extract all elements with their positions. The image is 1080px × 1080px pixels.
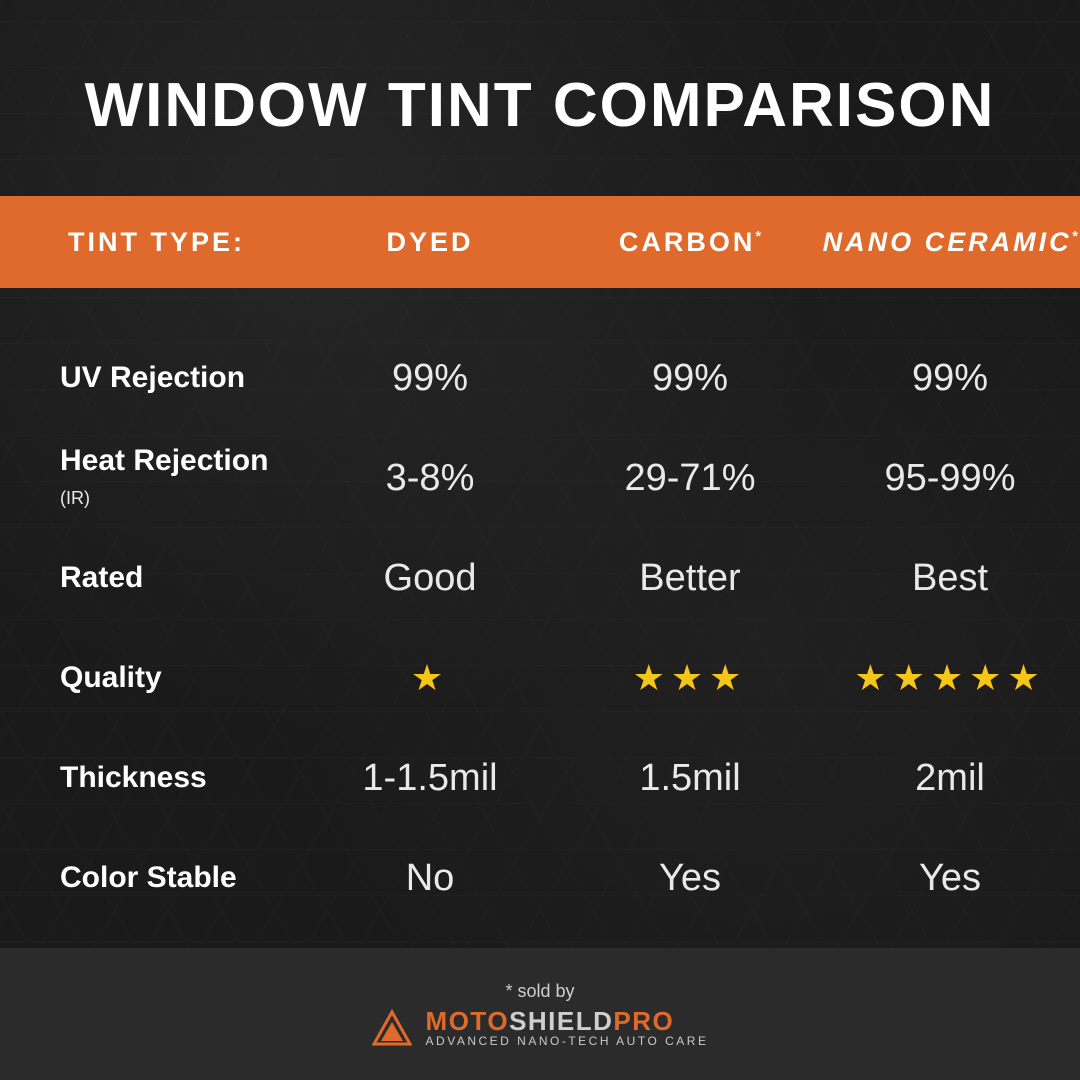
header-col-nano-ceramic: NANO CERAMIC* bbox=[820, 227, 1080, 258]
row-cell: 99% bbox=[820, 357, 1080, 400]
sold-by-label: * sold by bbox=[505, 981, 574, 1002]
brand-name-b: SHIELD bbox=[509, 1006, 613, 1036]
row-cell: 99% bbox=[300, 357, 560, 400]
row-cell: Better bbox=[560, 557, 820, 600]
row-cell: Good bbox=[300, 557, 560, 600]
row-label: UV Rejection bbox=[0, 361, 300, 395]
row-label: Color Stable bbox=[0, 861, 300, 895]
row-cell: Best bbox=[820, 557, 1080, 600]
brand-name: MOTOSHIELDPRO bbox=[426, 1008, 709, 1035]
star-icon: ★ bbox=[1007, 657, 1045, 698]
page-title: WINDOW TINT COMPARISON bbox=[0, 0, 1080, 196]
asterisk-icon: * bbox=[1072, 229, 1078, 245]
table-row: Thickness 1-1.5mil1.5mil2mil bbox=[0, 732, 1080, 824]
header-col-dyed-label: DYED bbox=[386, 227, 473, 257]
row-cell: 1.5mil bbox=[560, 757, 820, 800]
star-icon: ★ bbox=[893, 657, 931, 698]
row-label-sub: (IR) bbox=[60, 488, 90, 508]
table-row: Rated GoodBetterBest bbox=[0, 532, 1080, 624]
star-icon: ★ bbox=[633, 657, 671, 698]
star-icon: ★ bbox=[709, 657, 747, 698]
header-col-carbon-label: CARBON bbox=[619, 227, 756, 257]
brand-text: MOTOSHIELDPRO ADVANCED NANO-TECH AUTO CA… bbox=[426, 1008, 709, 1048]
star-rating: ★★★★★ bbox=[854, 657, 1045, 698]
row-cell: Yes bbox=[560, 857, 820, 900]
row-cell: 99% bbox=[560, 357, 820, 400]
star-icon: ★ bbox=[969, 657, 1007, 698]
star-rating: ★★★ bbox=[633, 657, 748, 698]
header-col-dyed: DYED bbox=[300, 227, 560, 258]
table-row: Color Stable NoYesYes bbox=[0, 832, 1080, 924]
table-row: Heat Rejection (IR)3-8%29-71%95-99% bbox=[0, 432, 1080, 524]
asterisk-icon: * bbox=[755, 229, 761, 245]
star-icon: ★ bbox=[854, 657, 892, 698]
row-cell: 3-8% bbox=[300, 457, 560, 500]
row-cell: 2mil bbox=[820, 757, 1080, 800]
star-icon: ★ bbox=[671, 657, 709, 698]
row-cell: No bbox=[300, 857, 560, 900]
table-row: UV Rejection 99%99%99% bbox=[0, 332, 1080, 424]
brand-tagline: ADVANCED NANO-TECH AUTO CARE bbox=[426, 1035, 709, 1048]
row-label: Quality bbox=[0, 661, 300, 695]
row-cell: ★★★★★ bbox=[820, 657, 1080, 700]
row-cell: 1-1.5mil bbox=[300, 757, 560, 800]
row-label: Heat Rejection (IR) bbox=[0, 444, 300, 512]
row-cell: ★ bbox=[300, 657, 560, 700]
footer: * sold by MOTOSHIELDPRO ADVANCED NANO-TE… bbox=[0, 948, 1080, 1080]
infographic: WINDOW TINT COMPARISON TINT TYPE: DYED C… bbox=[0, 0, 1080, 1080]
header-col-nano-ceramic-label: NANO CERAMIC bbox=[823, 227, 1072, 257]
table-header: TINT TYPE: DYED CARBON* NANO CERAMIC* bbox=[0, 196, 1080, 288]
brand: MOTOSHIELDPRO ADVANCED NANO-TECH AUTO CA… bbox=[372, 1008, 709, 1048]
brand-triangle-icon bbox=[372, 1008, 412, 1048]
row-cell: 29-71% bbox=[560, 457, 820, 500]
row-label: Thickness bbox=[0, 761, 300, 795]
header-label-tint-type: TINT TYPE: bbox=[0, 227, 300, 258]
header-col-carbon: CARBON* bbox=[560, 227, 820, 258]
row-cell: 95-99% bbox=[820, 457, 1080, 500]
star-rating: ★ bbox=[411, 657, 449, 698]
row-cell: Yes bbox=[820, 857, 1080, 900]
brand-name-c: PRO bbox=[613, 1006, 674, 1036]
star-icon: ★ bbox=[411, 657, 449, 698]
table-body: UV Rejection 99%99%99%Heat Rejection (IR… bbox=[0, 288, 1080, 948]
row-cell: ★★★ bbox=[560, 657, 820, 700]
row-label: Rated bbox=[0, 561, 300, 595]
brand-name-a: MOTO bbox=[426, 1006, 510, 1036]
star-icon: ★ bbox=[931, 657, 969, 698]
table-row: Quality ★★★★★★★★★ bbox=[0, 632, 1080, 724]
